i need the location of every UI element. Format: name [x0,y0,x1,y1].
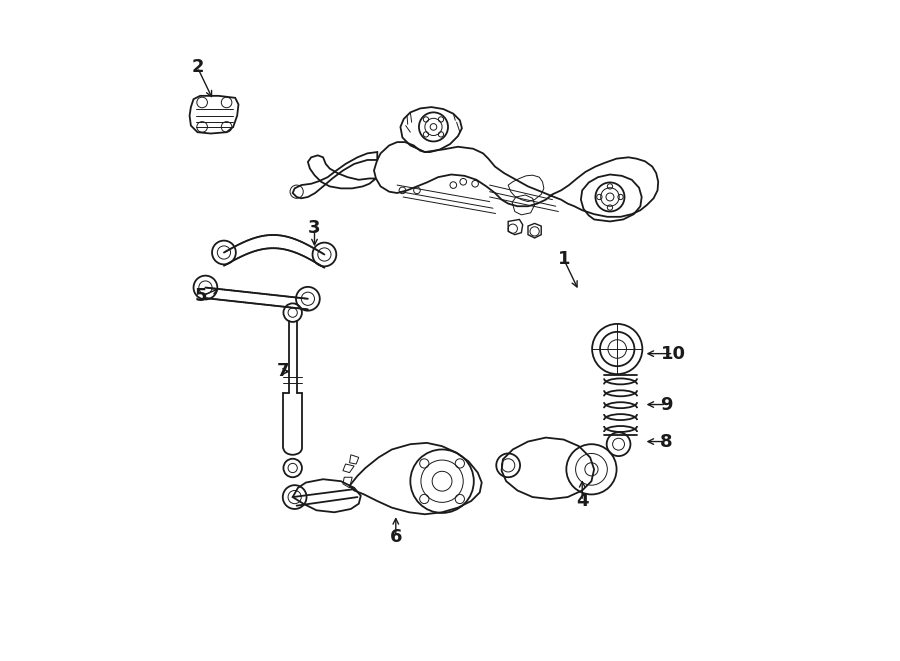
Text: 2: 2 [191,58,203,77]
Text: 4: 4 [576,492,589,510]
Text: 7: 7 [277,362,290,381]
Text: 6: 6 [390,527,402,546]
Text: 1: 1 [557,250,570,268]
Text: 5: 5 [194,287,207,305]
Text: 3: 3 [308,219,320,237]
Text: 9: 9 [660,395,672,414]
Text: 8: 8 [660,432,672,451]
Text: 10: 10 [661,344,686,363]
